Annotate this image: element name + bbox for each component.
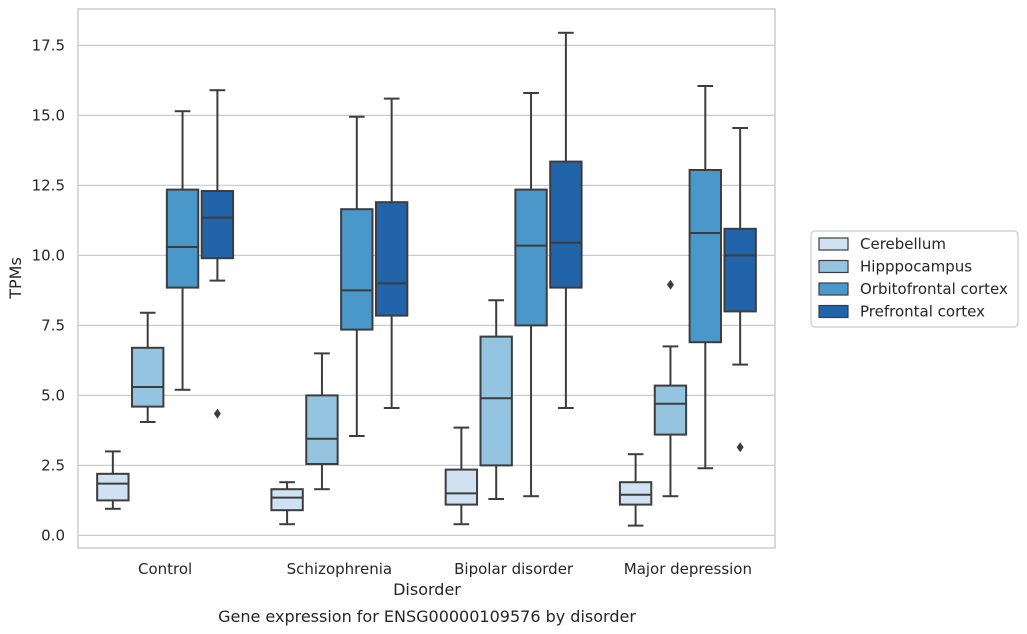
y-axis-title: TPMs xyxy=(6,257,25,300)
box-iqr xyxy=(305,394,339,465)
box xyxy=(374,97,409,409)
box-iqr xyxy=(374,201,409,317)
box xyxy=(618,453,653,527)
outlier-marker xyxy=(666,279,674,290)
legend-swatch xyxy=(818,282,849,296)
box-iqr xyxy=(618,481,653,506)
box-iqr xyxy=(479,335,513,467)
box xyxy=(305,352,339,491)
legend-swatch xyxy=(818,304,849,319)
y-tick-label: 0.0 xyxy=(41,526,65,544)
box xyxy=(340,115,374,437)
y-tick-label: 10.0 xyxy=(32,246,65,264)
y-axis-ticks: 0.0 2.5 5.0 7.5 10.0 12.5 15.0 17.5 xyxy=(32,36,65,544)
y-tick-label: 12.5 xyxy=(32,176,65,194)
y-tick-label: 17.5 xyxy=(32,36,65,54)
box-iqr xyxy=(688,169,722,344)
box xyxy=(514,92,548,498)
legend-label: Prefrontal cortex xyxy=(860,303,985,321)
box xyxy=(723,127,757,453)
x-axis-title: Disorder xyxy=(393,580,461,599)
legend-frame xyxy=(810,230,1019,328)
x-tick-label: Control xyxy=(138,560,192,578)
box xyxy=(96,450,130,510)
box-iqr xyxy=(165,188,200,289)
gridlines xyxy=(78,44,775,537)
box-iqr xyxy=(270,488,304,512)
y-tick-label: 2.5 xyxy=(41,456,65,474)
box-iqr xyxy=(340,208,374,331)
x-tick-label: Major depression xyxy=(624,560,752,578)
outlier-marker xyxy=(736,442,744,453)
x-tick-label: Bipolar disorder xyxy=(454,560,574,578)
legend-label: Hipppocampus xyxy=(860,258,972,276)
box xyxy=(549,31,583,409)
plot-frame xyxy=(77,8,776,549)
box xyxy=(479,299,513,500)
y-tick-label: 7.5 xyxy=(41,316,65,334)
legend-swatch xyxy=(818,259,849,274)
box-iqr xyxy=(131,346,165,408)
box xyxy=(688,85,722,470)
legend-label: Cerebellum xyxy=(860,235,946,253)
legend-label: Orbitofrontal cortex xyxy=(860,280,1008,298)
box xyxy=(165,110,200,391)
box xyxy=(131,311,165,423)
legend-swatch xyxy=(818,237,849,251)
x-axis-ticks: Control Schizophrenia Bipolar disorder Majo… xyxy=(138,560,752,578)
box-iqr xyxy=(514,188,548,327)
box-iqr xyxy=(444,468,479,506)
y-tick-label: 5.0 xyxy=(41,386,65,404)
y-tick-label: 15.0 xyxy=(32,106,65,124)
box-iqr xyxy=(549,160,583,289)
outlier-marker xyxy=(213,408,221,419)
box-iqr xyxy=(200,190,235,260)
box xyxy=(653,279,688,498)
legend: Cerebellum Hipppocampus Orbitofrontal cort… xyxy=(810,230,1019,328)
box xyxy=(444,426,479,526)
x-tick-label: Schizophrenia xyxy=(287,560,392,578)
box-iqr xyxy=(653,384,688,436)
box-iqr xyxy=(96,472,130,502)
boxes-layer xyxy=(96,31,757,527)
box xyxy=(200,89,235,419)
box xyxy=(270,481,304,526)
box-iqr xyxy=(723,227,757,313)
chart-caption: Gene expression for ENSG00000109576 by d… xyxy=(218,607,636,626)
